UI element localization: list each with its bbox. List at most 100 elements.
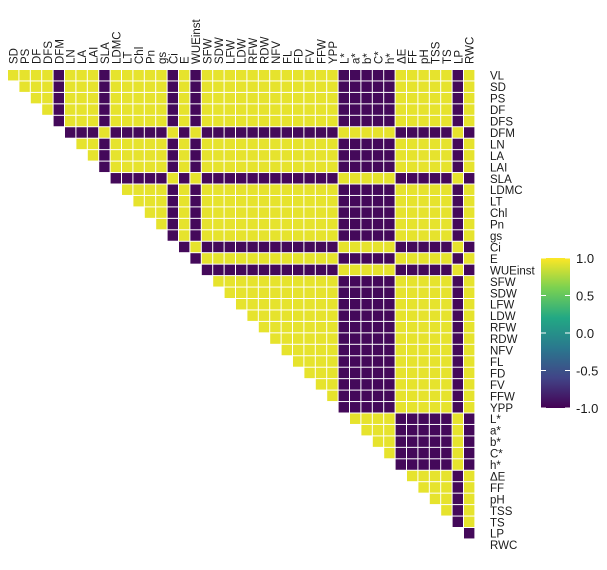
- heatmap-cell: [144, 70, 156, 81]
- heatmap-cell: [395, 195, 406, 207]
- heatmap-cell: [429, 310, 441, 321]
- heatmap-cell: [270, 81, 281, 92]
- heatmap-cell: [65, 92, 76, 104]
- x-axis-label: RWC: [465, 37, 477, 64]
- x-axis-label: L*: [339, 53, 351, 64]
- heatmap-cell: [258, 207, 270, 218]
- heatmap-cell: [350, 161, 361, 173]
- colorbar: 1.0 0.5 0.0 -0.5 -1.0: [541, 251, 598, 416]
- heatmap-cell: [338, 390, 349, 402]
- heatmap-cell: [327, 253, 338, 264]
- heatmap-cell: [429, 333, 441, 344]
- heatmap-cell: [190, 92, 201, 104]
- heatmap-cell: [293, 218, 304, 230]
- heatmap-cell: [395, 218, 406, 230]
- heatmap-cell: [429, 379, 441, 390]
- heatmap-cell: [247, 299, 258, 310]
- heatmap-cell: [429, 447, 441, 459]
- heatmap-cell: [304, 276, 315, 287]
- heatmap-cell: [384, 379, 395, 390]
- heatmap-cell: [236, 138, 247, 150]
- heatmap-cell: [270, 115, 281, 127]
- heatmap-cell: [293, 207, 304, 218]
- heatmap-cell: [270, 92, 281, 104]
- heatmap-cell: [361, 127, 372, 138]
- heatmap-cell: [304, 115, 315, 127]
- heatmap-cell: [338, 264, 349, 276]
- x-axis-label: LFW: [225, 40, 237, 64]
- heatmap-cell: [247, 138, 258, 150]
- heatmap-cell: [304, 161, 315, 173]
- heatmap-cell: [464, 390, 475, 402]
- heatmap-cell: [167, 81, 178, 92]
- heatmap-cell: [418, 92, 429, 104]
- heatmap-cell: [418, 218, 429, 230]
- heatmap-cell: [19, 70, 30, 81]
- heatmap-cell: [156, 218, 167, 230]
- y-axis-label: FD: [490, 368, 505, 380]
- heatmap-cell: [441, 150, 452, 161]
- heatmap-cell: [327, 184, 338, 195]
- heatmap-cell: [247, 264, 258, 276]
- heatmap-cell: [133, 92, 144, 104]
- heatmap-cell: [179, 115, 190, 127]
- heatmap-cell: [452, 367, 463, 379]
- heatmap-cell: [441, 436, 452, 447]
- heatmap-cell: [338, 356, 349, 367]
- heatmap-cell: [144, 161, 156, 173]
- heatmap-cell: [190, 230, 201, 241]
- heatmap-cell: [281, 264, 292, 276]
- heatmap-cell: [361, 230, 372, 241]
- heatmap-cell: [213, 70, 224, 81]
- heatmap-cell: [361, 402, 372, 413]
- heatmap-cell: [224, 195, 235, 207]
- heatmap-cell: [190, 115, 201, 127]
- heatmap-cell: [270, 70, 281, 81]
- heatmap-cell: [87, 115, 99, 127]
- heatmap-cell: [464, 299, 475, 310]
- heatmap-cell: [327, 70, 338, 81]
- x-axis-label: LP: [453, 50, 465, 64]
- heatmap-cell: [270, 207, 281, 218]
- heatmap-cell: [99, 138, 110, 150]
- heatmap-cell: [281, 299, 292, 310]
- heatmap-cell: [395, 127, 406, 138]
- heatmap-cell: [441, 424, 452, 436]
- heatmap-cell: [441, 161, 452, 173]
- heatmap-cell: [452, 321, 463, 333]
- heatmap-cell: [429, 264, 441, 276]
- heatmap-cell: [395, 402, 406, 413]
- heatmap-cell: [99, 115, 110, 127]
- heatmap-cell: [350, 127, 361, 138]
- heatmap-cell: [372, 161, 384, 173]
- heatmap-cell: [452, 459, 463, 470]
- heatmap-cell: [350, 299, 361, 310]
- heatmap-cell: [338, 104, 349, 115]
- heatmap-cell: [293, 115, 304, 127]
- heatmap-cell: [99, 70, 110, 81]
- heatmap-cell: [350, 230, 361, 241]
- heatmap-cell: [350, 150, 361, 161]
- heatmap-cell: [407, 104, 418, 115]
- heatmap-cell: [144, 127, 156, 138]
- heatmap-cell: [156, 81, 167, 92]
- heatmap-cell: [441, 402, 452, 413]
- heatmap-cell: [304, 310, 315, 321]
- heatmap-cell: [372, 218, 384, 230]
- heatmap-cell: [441, 505, 452, 516]
- heatmap-cell: [327, 92, 338, 104]
- heatmap-cell: [315, 367, 327, 379]
- heatmap-cell: [407, 333, 418, 344]
- heatmap-cell: [179, 138, 190, 150]
- heatmap-cell: [144, 81, 156, 92]
- heatmap-cell: [350, 264, 361, 276]
- heatmap-cell: [464, 70, 475, 81]
- heatmap-cell: [167, 70, 178, 81]
- heatmap-cell: [258, 127, 270, 138]
- heatmap-cell: [270, 127, 281, 138]
- heatmap-cell: [156, 207, 167, 218]
- heatmap-cell: [350, 390, 361, 402]
- heatmap-cell: [224, 138, 235, 150]
- heatmap-cell: [361, 413, 372, 424]
- heatmap-cell: [122, 138, 133, 150]
